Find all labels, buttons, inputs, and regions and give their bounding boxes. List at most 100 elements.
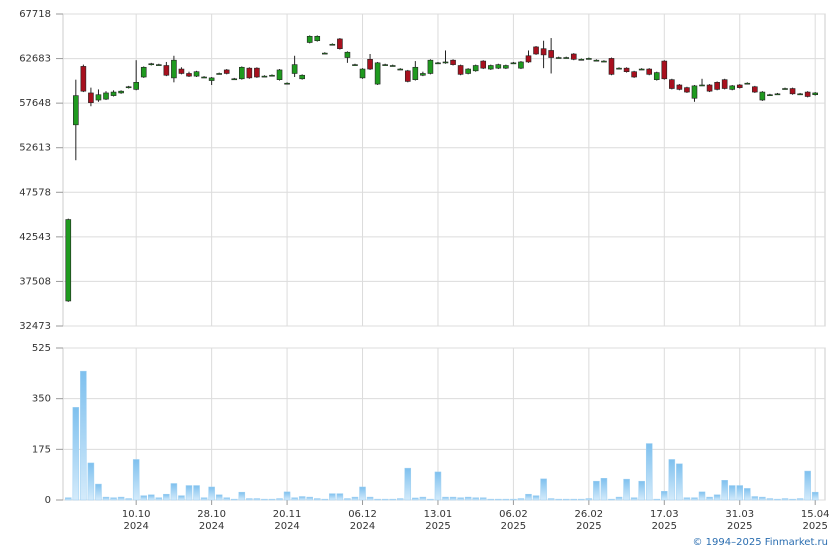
y-tick-label: 32473 bbox=[19, 321, 51, 332]
volume-bar bbox=[713, 494, 721, 501]
candle-body bbox=[420, 73, 426, 76]
volume-bar bbox=[638, 480, 645, 501]
volume-bar bbox=[781, 498, 789, 501]
candle-body bbox=[246, 67, 253, 79]
volume-bar bbox=[796, 498, 804, 501]
volume-bar bbox=[102, 496, 110, 501]
candle-body bbox=[503, 65, 509, 69]
volume-bar bbox=[449, 496, 457, 501]
candle-body bbox=[261, 75, 268, 78]
volume-bar bbox=[140, 495, 147, 501]
volume-bar bbox=[623, 478, 630, 501]
volume-bar bbox=[676, 463, 683, 501]
x-tick-label: 26.02 bbox=[575, 509, 604, 520]
candle-body bbox=[359, 68, 366, 79]
candle-body bbox=[125, 86, 132, 89]
volume-bar bbox=[457, 497, 464, 501]
candle-body bbox=[525, 55, 532, 63]
candle-body bbox=[239, 66, 245, 80]
candle-body bbox=[744, 82, 751, 85]
candle-body bbox=[804, 91, 811, 97]
candle-body bbox=[480, 60, 487, 69]
candle-body bbox=[623, 67, 630, 72]
candle-body bbox=[231, 78, 238, 81]
candle-body bbox=[729, 85, 736, 90]
volume-bar bbox=[585, 498, 593, 501]
candle-body bbox=[608, 58, 615, 75]
candle-body bbox=[661, 60, 668, 80]
footer[interactable]: © 1994–2025 Finmarket.ru bbox=[692, 537, 828, 548]
candle-body bbox=[669, 79, 675, 89]
candle-body bbox=[653, 72, 660, 80]
candle-body bbox=[306, 35, 313, 43]
volume-bar bbox=[268, 498, 276, 501]
volume-bar bbox=[774, 498, 781, 501]
volume-bar bbox=[200, 497, 208, 501]
candle-body bbox=[601, 60, 607, 63]
x-tick-label: 2025 bbox=[425, 521, 450, 532]
x-tick-label: 2025 bbox=[727, 521, 752, 532]
candle-body bbox=[65, 219, 72, 302]
candle-body bbox=[789, 88, 796, 95]
volume-bar bbox=[668, 459, 676, 501]
volume-bar bbox=[547, 498, 555, 501]
volume-bar bbox=[80, 370, 87, 501]
volume-bar bbox=[329, 493, 336, 501]
volume-bar bbox=[661, 491, 668, 501]
candle-body bbox=[314, 35, 321, 42]
candle-body bbox=[495, 64, 502, 69]
candle-body bbox=[721, 79, 728, 89]
candle-body bbox=[616, 67, 622, 70]
volume-bar bbox=[464, 496, 472, 501]
volume-bar bbox=[766, 498, 774, 501]
candle-body bbox=[329, 43, 336, 46]
x-tick-label: 2024 bbox=[350, 521, 375, 532]
candle-body bbox=[291, 64, 298, 74]
candle-body bbox=[714, 82, 720, 90]
candle-body bbox=[103, 92, 109, 100]
candle-body bbox=[570, 53, 577, 60]
volume-bar bbox=[276, 498, 283, 501]
volume-bar bbox=[427, 498, 434, 501]
candle-body bbox=[178, 68, 185, 74]
volume-bar bbox=[412, 497, 419, 501]
candle-body bbox=[382, 64, 388, 66]
plot-frame bbox=[62, 13, 826, 327]
volume-bar bbox=[653, 498, 661, 501]
volume-bar bbox=[608, 498, 615, 501]
volume-bar bbox=[95, 483, 102, 501]
candle-body bbox=[276, 69, 283, 80]
candle-body bbox=[555, 57, 562, 59]
candle-body bbox=[699, 84, 705, 87]
x-tick-label: 2024 bbox=[274, 521, 299, 532]
volume-bar bbox=[510, 498, 517, 501]
volume-bar bbox=[804, 470, 811, 501]
candle-body bbox=[691, 85, 698, 99]
x-tick-label: 20.11 bbox=[273, 509, 302, 520]
volume-bar bbox=[683, 497, 691, 501]
y-tick-label: 175 bbox=[32, 444, 51, 455]
candle-body bbox=[812, 92, 818, 96]
candle-body bbox=[352, 64, 358, 66]
volume-bar bbox=[87, 462, 95, 501]
volume-bar bbox=[759, 496, 766, 501]
x-tick-label: 31.03 bbox=[725, 509, 754, 520]
volume-bar bbox=[246, 498, 253, 501]
candle-body bbox=[133, 82, 139, 90]
volume-bar bbox=[110, 497, 117, 501]
candle-body bbox=[223, 69, 230, 74]
volume-bar bbox=[389, 498, 396, 501]
y-tick-label: 57648 bbox=[19, 98, 51, 109]
volume-bar bbox=[374, 498, 381, 501]
candle-body bbox=[299, 74, 305, 80]
candle-body bbox=[171, 59, 177, 79]
volume-bar bbox=[691, 497, 698, 501]
volume-bar bbox=[562, 498, 570, 501]
candle-body bbox=[767, 94, 773, 97]
x-tick-label: 15.04 bbox=[801, 509, 830, 520]
volume-bar bbox=[396, 498, 404, 501]
candle-body bbox=[163, 65, 170, 76]
candle-body bbox=[450, 59, 456, 65]
volume-bar bbox=[404, 467, 412, 501]
candle-body bbox=[95, 94, 102, 101]
